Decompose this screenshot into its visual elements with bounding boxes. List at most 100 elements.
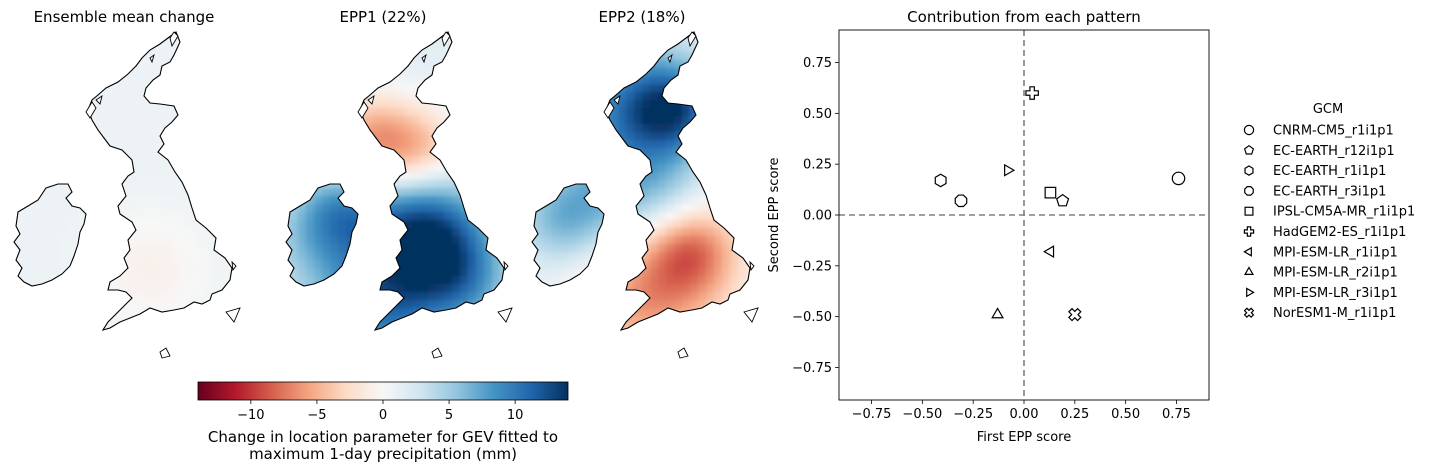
scatter-title: Contribution from each pattern [907,8,1141,26]
coastline-island [687,31,697,48]
legend-item: EC-EARTH_r3i1p1 [1244,184,1386,199]
legend-marker [1243,246,1252,257]
colorbar-tick-label: −10 [237,408,264,423]
legend-label: CNRM-CM5_r1i1p1 [1273,124,1394,139]
legend-marker [1243,124,1255,136]
coastline-island [169,31,179,48]
legend-marker [1246,287,1255,298]
x-tick-label: 0.75 [1162,407,1191,422]
legend-item: EC-EARTH_r1i1p1 [1244,164,1386,179]
coastline-island [613,94,621,105]
coastline-great-britain [359,31,505,331]
coastline-island [431,347,443,359]
x-tick-label: 0.25 [1060,407,1089,422]
point-hadgem2-es-r1i1p1 [1025,86,1039,100]
coastline-great-britain [87,31,233,331]
coastline-island [231,260,237,272]
scatter-plot: Contribution from each pattern −0.75 −0.5… [767,8,1210,445]
point-mpi-esm-lr-r3i1p1 [1004,163,1016,177]
scatter-points [934,86,1186,322]
legend-marker [1243,226,1255,237]
legend-label: MPI-ESM-LR_r3i1p1 [1273,286,1398,301]
colorbar-label-line1: Change in location parameter for GEV fit… [208,428,558,446]
point-ec-earth-r12i1p1 [1056,193,1070,207]
legend-items: CNRM-CM5_r1i1p1 EC-EARTH_r12i1p1 EC-EARTH_… [1243,124,1415,321]
coastline-island [225,307,241,323]
point-mpi-esm-lr-r1i1p1 [1043,245,1055,259]
coastline-island [441,31,451,48]
legend-marker [1243,144,1255,155]
legend-label: NorESM1-M_r1i1p1 [1273,306,1396,321]
colorbar-tick-label: 10 [507,408,524,423]
colorbar-tick-label: 5 [445,408,453,423]
legend-label: HadGEM2-ES_r1i1p1 [1273,225,1406,240]
legend-label: MPI-ESM-LR_r2i1p1 [1273,266,1398,281]
legend-title: GCM [1313,102,1343,117]
y-tick-label: 0.75 [803,56,832,71]
map-title: Ensemble mean change [34,8,215,26]
coastline-island [667,53,673,64]
coastline-island [159,347,171,359]
legend-marker [1243,307,1255,318]
legend-item: MPI-ESM-LR_r1i1p1 [1243,245,1398,260]
legend-marker [1244,186,1254,196]
point-cnrm-cm5-r1i1p1 [1171,171,1186,186]
coastline-island [603,101,615,119]
x-axis-label: First EPP score [977,430,1071,445]
coastline-ireland [285,183,359,287]
legend-marker [1244,206,1254,216]
legend-item: NorESM1-M_r1i1p1 [1243,306,1396,321]
coastline-ireland [531,183,605,287]
point-noresm1-m-r1i1p1 [1068,307,1082,322]
y-tick-label: 0.00 [803,209,832,224]
coastline-island [743,307,759,323]
point-mpi-esm-lr-r2i1p1 [991,307,1004,319]
y-tick-label: −0.50 [792,310,832,325]
coastline-island [503,260,509,272]
legend-item: MPI-ESM-LR_r2i1p1 [1243,266,1398,281]
map-title: EPP1 (22%) [340,8,427,26]
colorbar-tick-label: 0 [379,408,387,423]
point-ec-earth-r3i1p1 [954,194,968,208]
coastline-island [357,101,369,119]
legend-item: CNRM-CM5_r1i1p1 [1243,124,1394,139]
coastline-island [497,307,513,323]
legend-item: HadGEM2-ES_r1i1p1 [1243,225,1406,240]
reference-lines [839,30,1209,400]
y-tick-label: −0.75 [792,361,832,376]
colorbar-tick-label: −5 [307,408,326,423]
coastline-island [95,94,103,105]
point-ec-earth-r1i1p1 [934,173,947,188]
map-epp2: EPP2 (18%) [531,8,759,359]
colorbar: −10 −5 0 5 10 Change in location parameter f… [197,381,569,463]
legend-label: IPSL-CM5A-MR_r1i1p1 [1273,205,1415,220]
legend-item: IPSL-CM5A-MR_r1i1p1 [1244,205,1415,220]
coastline-island [677,347,689,359]
map-title: EPP2 (18%) [599,8,686,26]
x-tick-label: −0.50 [902,407,942,422]
x-tick-label: −0.75 [852,407,892,422]
coastline-island [85,101,97,119]
coastline-island [421,53,427,64]
y-tick-label: −0.25 [792,259,832,274]
x-tick-label: 0.50 [1111,407,1140,422]
map-ensemble-mean: Ensemble mean change [13,8,241,359]
legend-marker [1243,266,1255,276]
coastline-island [749,260,755,272]
point-ipsl-cm5a-mr-r1i1p1 [1044,186,1057,199]
y-tick-label: 0.50 [803,107,832,122]
y-axis-label: Second EPP score [767,158,782,273]
coastline-ireland [13,183,87,287]
colorbar-ticks: −10 −5 0 5 10 [237,400,523,423]
legend-label: EC-EARTH_r3i1p1 [1273,184,1386,199]
legend-label: EC-EARTH_r1i1p1 [1273,164,1386,179]
coastline-island [149,53,155,64]
coastline-island [367,94,375,105]
map-epp1: EPP1 (22%) [285,8,513,359]
x-tick-label: 0.00 [1010,407,1039,422]
legend-label: EC-EARTH_r12i1p1 [1273,144,1395,159]
x-tick-label: −0.25 [953,407,993,422]
legend: GCM CNRM-CM5_r1i1p1 EC-EARTH_r12i1p1 EC-EA… [1243,102,1415,321]
coastline-great-britain [605,31,751,331]
